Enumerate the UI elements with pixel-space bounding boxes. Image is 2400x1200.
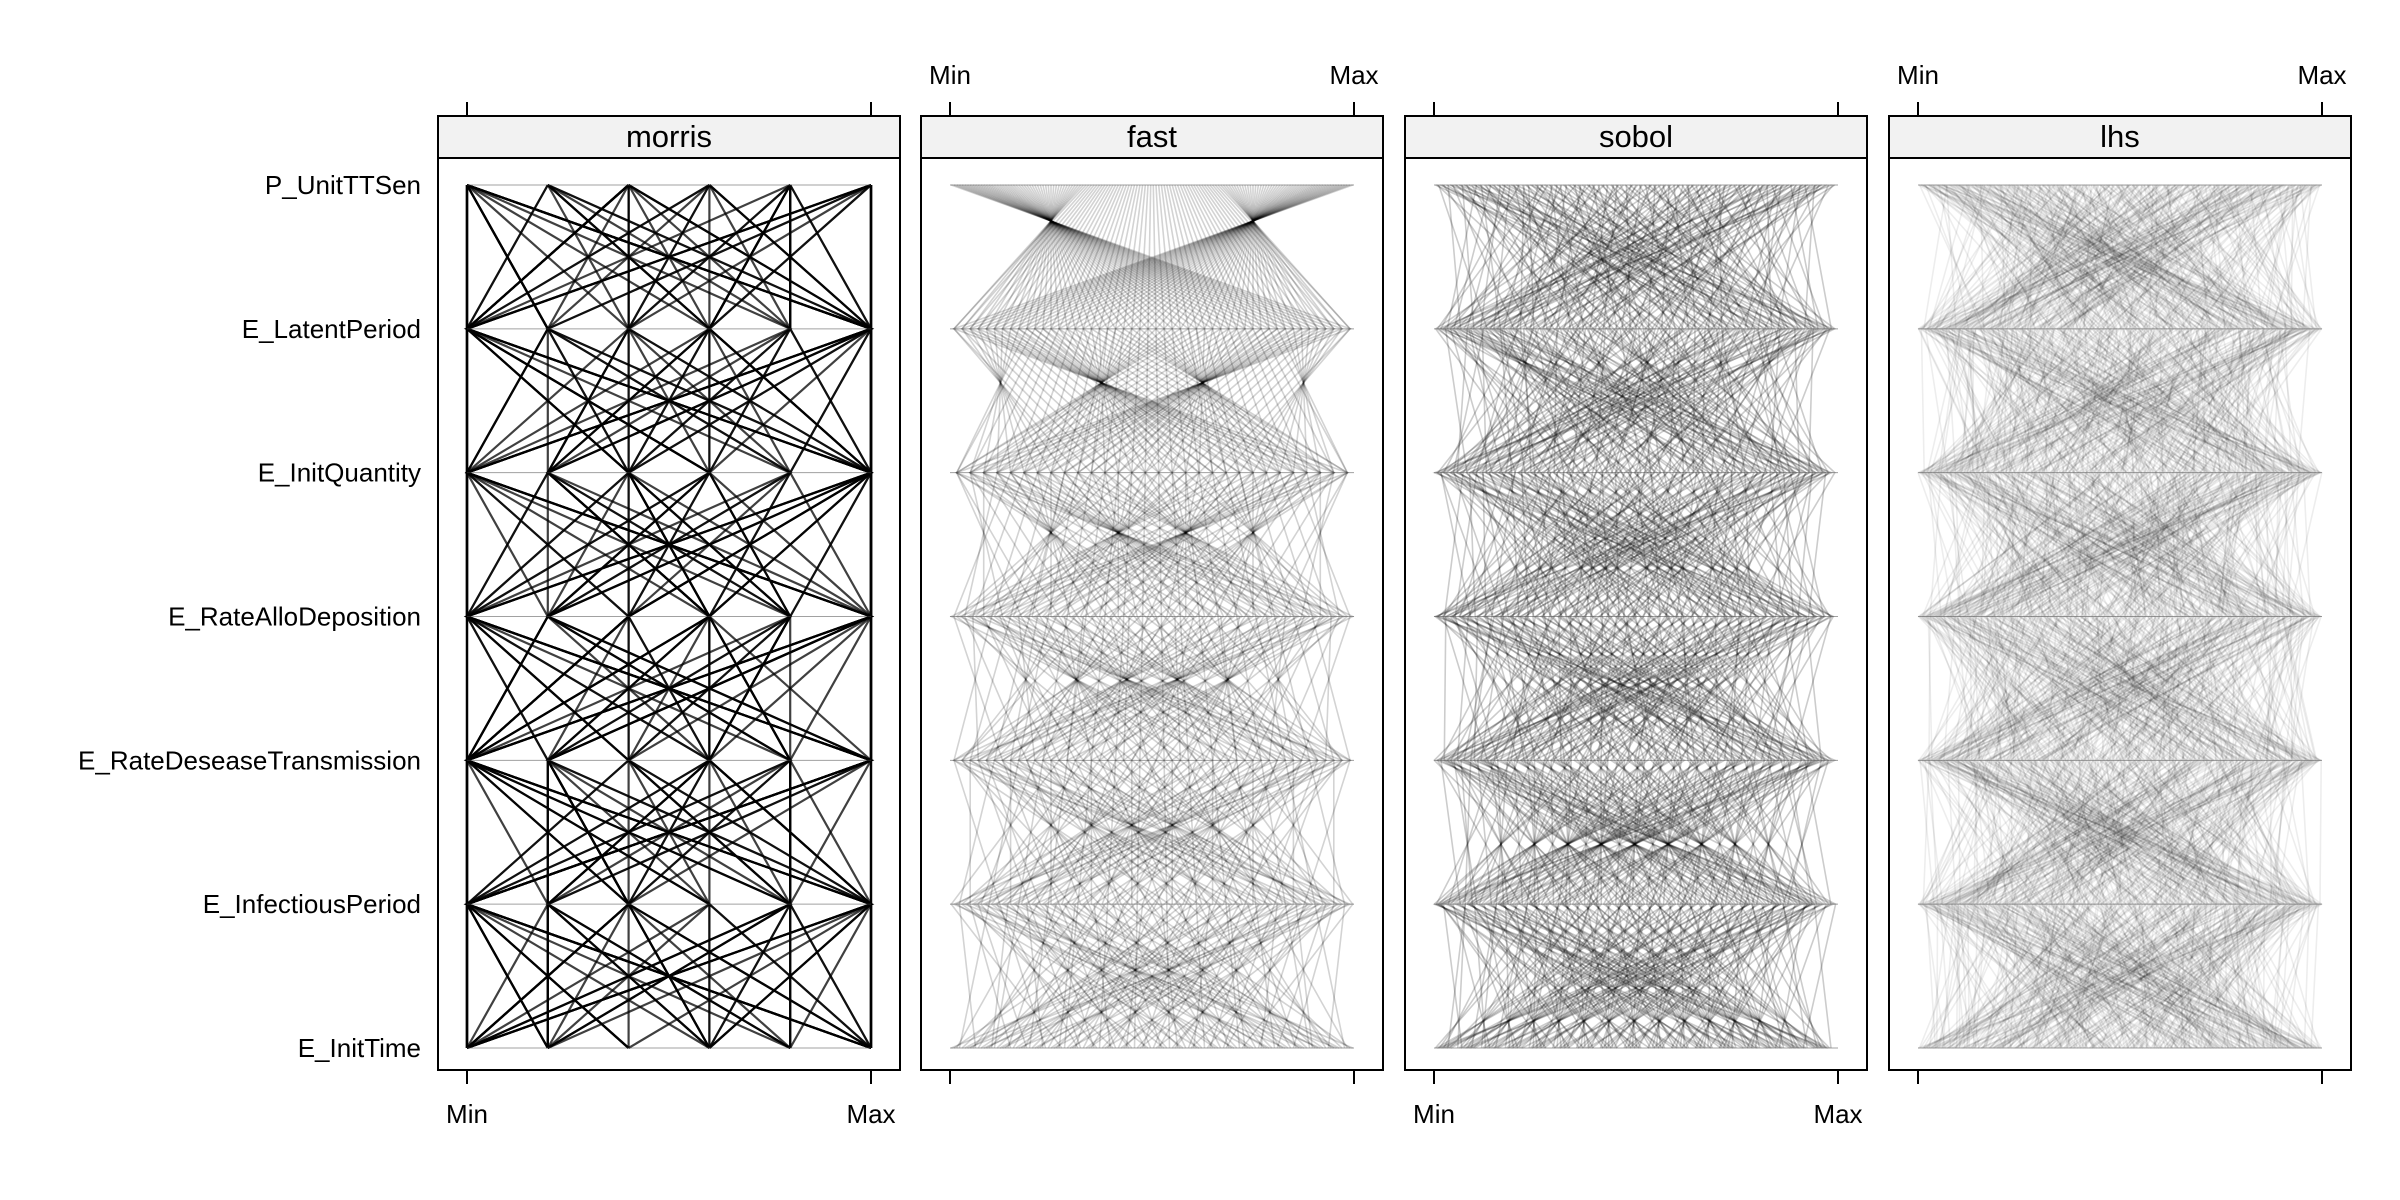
- panel-fast: fast Min Max: [920, 60, 1384, 1084]
- strip-sobol: [1404, 115, 1868, 159]
- variable-label: E_InitTime: [298, 1033, 421, 1063]
- strip-label: fast: [1127, 119, 1177, 154]
- scale-max-label: Max: [846, 1099, 895, 1129]
- strip-label: sobol: [1599, 119, 1673, 154]
- scale-min-label: Min: [1413, 1099, 1455, 1129]
- variable-label: E_LatentPeriod: [242, 314, 421, 344]
- strip-label: morris: [626, 119, 712, 154]
- variable-label: E_InitQuantity: [258, 458, 421, 488]
- variable-label: E_RateDeseaseTransmission: [78, 745, 421, 775]
- variable-label: E_InfectiousPeriod: [203, 889, 421, 919]
- panel-frame: [437, 157, 901, 1071]
- scale-min-label: Min: [446, 1099, 488, 1129]
- scale-max-label: Max: [2297, 60, 2346, 90]
- panel-frame: [920, 157, 1384, 1071]
- variable-label: E_RateAlloDeposition: [168, 602, 421, 632]
- panel-sobol: sobol Min Max: [1404, 102, 1868, 1129]
- panel-frame: [1404, 157, 1868, 1071]
- panel-morris: morris Min Max: [437, 102, 901, 1129]
- scale-min-label: Min: [929, 60, 971, 90]
- strip-label: lhs: [2100, 119, 2140, 154]
- variable-label: P_UnitTTSen: [265, 170, 421, 200]
- variable-labels: P_UnitTTSen E_LatentPeriod E_InitQuantity E…: [78, 170, 421, 1063]
- scale-max-label: Max: [1813, 1099, 1862, 1129]
- strip-morris: [437, 115, 901, 159]
- panel-frame: [1888, 157, 2352, 1071]
- scale-min-label: Min: [1897, 60, 1939, 90]
- scale-max-label: Max: [1329, 60, 1378, 90]
- panels: morris Min Max fast Min Max sobol Min Max lhs Min M…: [437, 60, 2352, 1129]
- panel-lhs: lhs Min Max: [1888, 60, 2352, 1084]
